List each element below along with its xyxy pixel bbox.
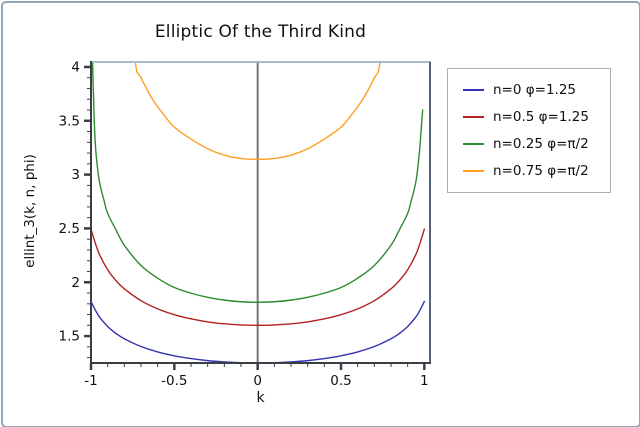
legend: n=0 φ=1.25 n=0.5 φ=1.25 n=0.25 φ=π/2 n=0.75… [447, 68, 611, 193]
x-tick-label: -1 [84, 373, 97, 389]
legend-label: n=0 φ=1.25 [493, 82, 577, 99]
x-axis-label: k [256, 390, 265, 406]
curve-series-0 [91, 300, 426, 363]
legend-line-swatch [463, 142, 484, 145]
y-tick-label: 2 [71, 275, 80, 291]
legend-line-swatch [463, 116, 484, 119]
x-tick-label: 1 [420, 373, 429, 389]
y-tick-label: 1.5 [59, 329, 80, 345]
y-axis-label: ellint_3(k, n, phi) [22, 154, 38, 268]
y-tick-label: 3 [71, 167, 80, 183]
y-tick-label: 3.5 [59, 113, 80, 129]
legend-line-swatch [463, 89, 484, 92]
x-tick-label: 0.5 [330, 373, 351, 389]
legend-label: n=0.5 φ=1.25 [493, 109, 589, 126]
y-tick-label: 2.5 [59, 221, 80, 237]
chart-title: Elliptic Of the Third Kind [154, 22, 367, 42]
legend-entry-1: n=0.5 φ=1.25 [463, 106, 610, 128]
curve-series-2 [91, 62, 424, 303]
legend-entry-2: n=0.25 φ=π/2 [463, 133, 610, 155]
legend-entry-3: n=0.75 φ=π/2 [463, 160, 610, 182]
legend-line-swatch [463, 169, 484, 172]
curve-series-3 [134, 62, 381, 161]
x-tick-label: 0 [253, 373, 262, 389]
y-tick-label: 4 [71, 59, 80, 75]
x-tick-label: -0.5 [161, 373, 187, 389]
legend-label: n=0.25 φ=π/2 [493, 135, 589, 152]
legend-entry-0: n=0 φ=1.25 [463, 79, 610, 101]
curve-series-1 [91, 228, 426, 327]
legend-label: n=0.75 φ=π/2 [493, 162, 589, 179]
